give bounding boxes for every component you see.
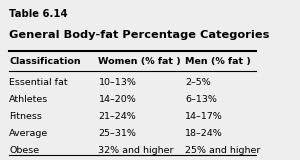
Text: 14–20%: 14–20% (98, 95, 136, 104)
Text: General Body-fat Percentage Categories: General Body-fat Percentage Categories (9, 30, 270, 40)
Text: Table 6.14: Table 6.14 (9, 9, 68, 19)
Text: Men (% fat ): Men (% fat ) (185, 57, 251, 66)
Text: Essential fat: Essential fat (9, 78, 68, 87)
Text: 14–17%: 14–17% (185, 112, 223, 121)
Text: 32% and higher: 32% and higher (98, 146, 174, 155)
Text: 18–24%: 18–24% (185, 129, 223, 138)
Text: Women (% fat ): Women (% fat ) (98, 57, 181, 66)
Text: Classification: Classification (9, 57, 81, 66)
Text: 21–24%: 21–24% (98, 112, 136, 121)
Text: 10–13%: 10–13% (98, 78, 136, 87)
Text: Obese: Obese (9, 146, 39, 155)
Text: Average: Average (9, 129, 49, 138)
Text: Fitness: Fitness (9, 112, 42, 121)
Text: 25–31%: 25–31% (98, 129, 136, 138)
Text: Athletes: Athletes (9, 95, 49, 104)
Text: 6–13%: 6–13% (185, 95, 217, 104)
Text: 25% and higher: 25% and higher (185, 146, 260, 155)
Text: 2–5%: 2–5% (185, 78, 211, 87)
